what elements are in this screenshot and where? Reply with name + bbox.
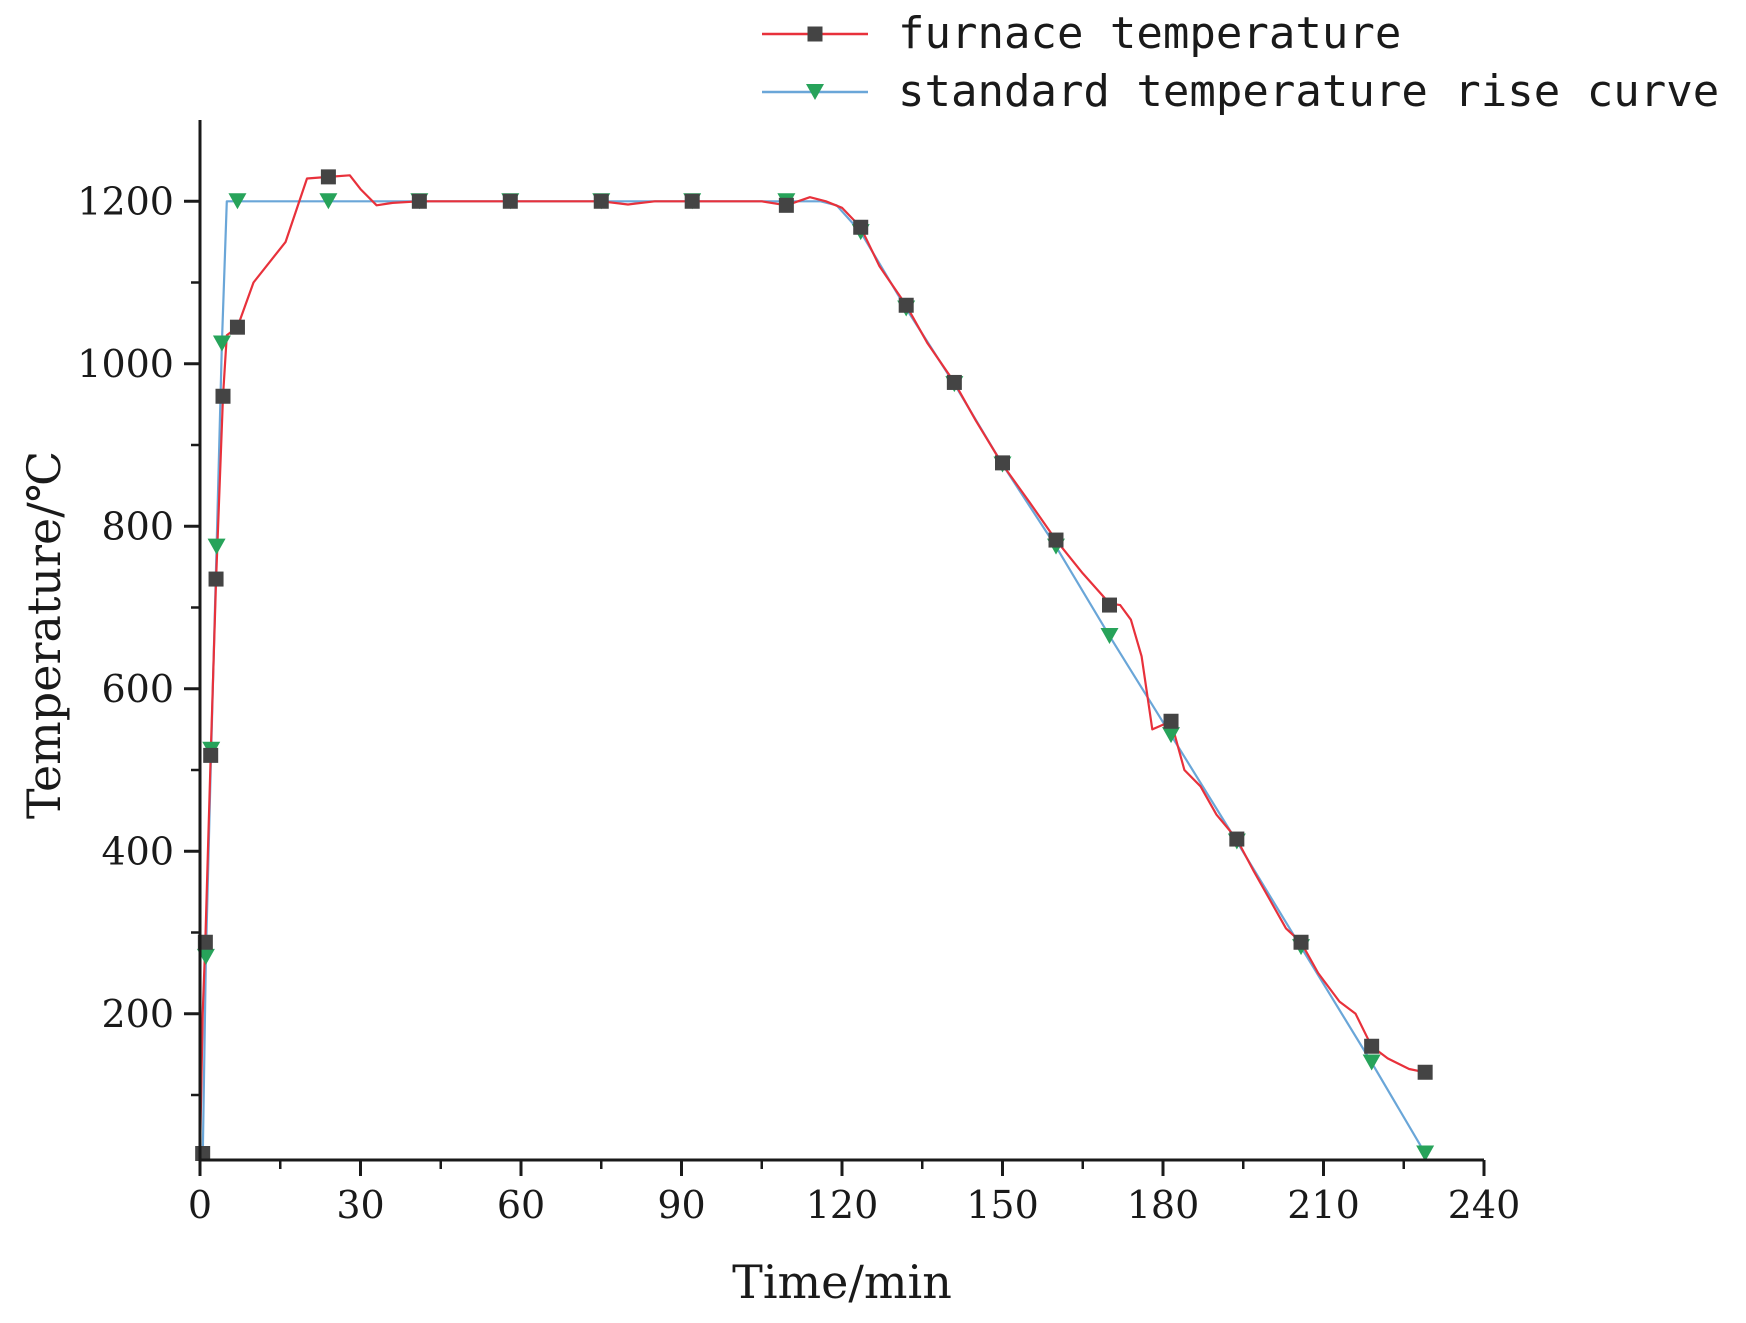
data-point [1100, 627, 1119, 644]
data-point [203, 747, 219, 763]
x-tick-label: 150 [966, 1183, 1039, 1227]
markers-standard [196, 193, 1435, 1162]
data-point [1102, 597, 1117, 613]
data-point [1293, 934, 1309, 950]
x-axis-title: Time/min [732, 1255, 952, 1309]
legend-label: standard temperature rise curve [898, 66, 1719, 117]
y-tick-label: 200 [101, 992, 174, 1036]
x-tick-label: 60 [497, 1183, 545, 1227]
series-standard [201, 200, 1427, 1161]
data-point [946, 374, 962, 390]
data-point [1163, 713, 1179, 729]
data-point [215, 388, 231, 404]
data-point [502, 193, 518, 209]
legend-entry: standard temperature rise curve [762, 66, 1719, 117]
y-tick-label: 400 [101, 829, 174, 873]
data-point [411, 193, 427, 209]
series-layer [195, 169, 1435, 1162]
series-furnace [198, 174, 1426, 1154]
data-point [1362, 1054, 1381, 1071]
legend-entry: furnace temperature [762, 8, 1401, 59]
series-line [198, 174, 1426, 1154]
data-point [593, 193, 609, 209]
data-point [778, 197, 794, 213]
data-point [1162, 727, 1181, 744]
y-tick-label: 600 [101, 667, 174, 711]
data-point [320, 169, 336, 185]
data-point [995, 455, 1010, 471]
x-tick-label: 180 [1127, 1183, 1200, 1227]
data-point [228, 193, 247, 210]
x-tick-label: 90 [657, 1183, 705, 1227]
data-point [1417, 1064, 1433, 1080]
legend-label: furnace temperature [898, 8, 1401, 59]
axes-layer: 0 30 60 90 120 150 180 210 240 200 400 600 800 1000 12… [77, 120, 1520, 1227]
data-point [1229, 831, 1245, 847]
data-point [208, 571, 224, 587]
data-point [207, 538, 226, 555]
y-tick-label: 800 [101, 504, 174, 548]
legend-marker [807, 26, 823, 42]
x-tick-label: 240 [1448, 1183, 1521, 1227]
data-point [212, 335, 231, 352]
markers-furnace [195, 169, 1433, 1161]
legend: furnace temperature standard temperature … [762, 8, 1719, 117]
legend-marker [806, 84, 824, 100]
x-tick-label: 120 [806, 1183, 879, 1227]
series-line [201, 200, 1427, 1161]
x-tick-label: 30 [336, 1183, 384, 1227]
data-point [1048, 532, 1064, 548]
data-point [1416, 1145, 1435, 1162]
data-point [197, 934, 213, 950]
x-tick-label: 210 [1287, 1183, 1360, 1227]
data-point [684, 193, 700, 209]
data-point [319, 193, 338, 210]
y-tick-label: 1000 [77, 342, 174, 386]
y-tick-label: 1200 [77, 179, 174, 223]
y-axis-title: Temperature/℃ [17, 451, 71, 819]
data-point [1364, 1038, 1380, 1054]
data-point [853, 219, 869, 235]
x-tick-label: 0 [188, 1183, 212, 1227]
data-point [898, 297, 914, 313]
data-point [229, 319, 245, 335]
